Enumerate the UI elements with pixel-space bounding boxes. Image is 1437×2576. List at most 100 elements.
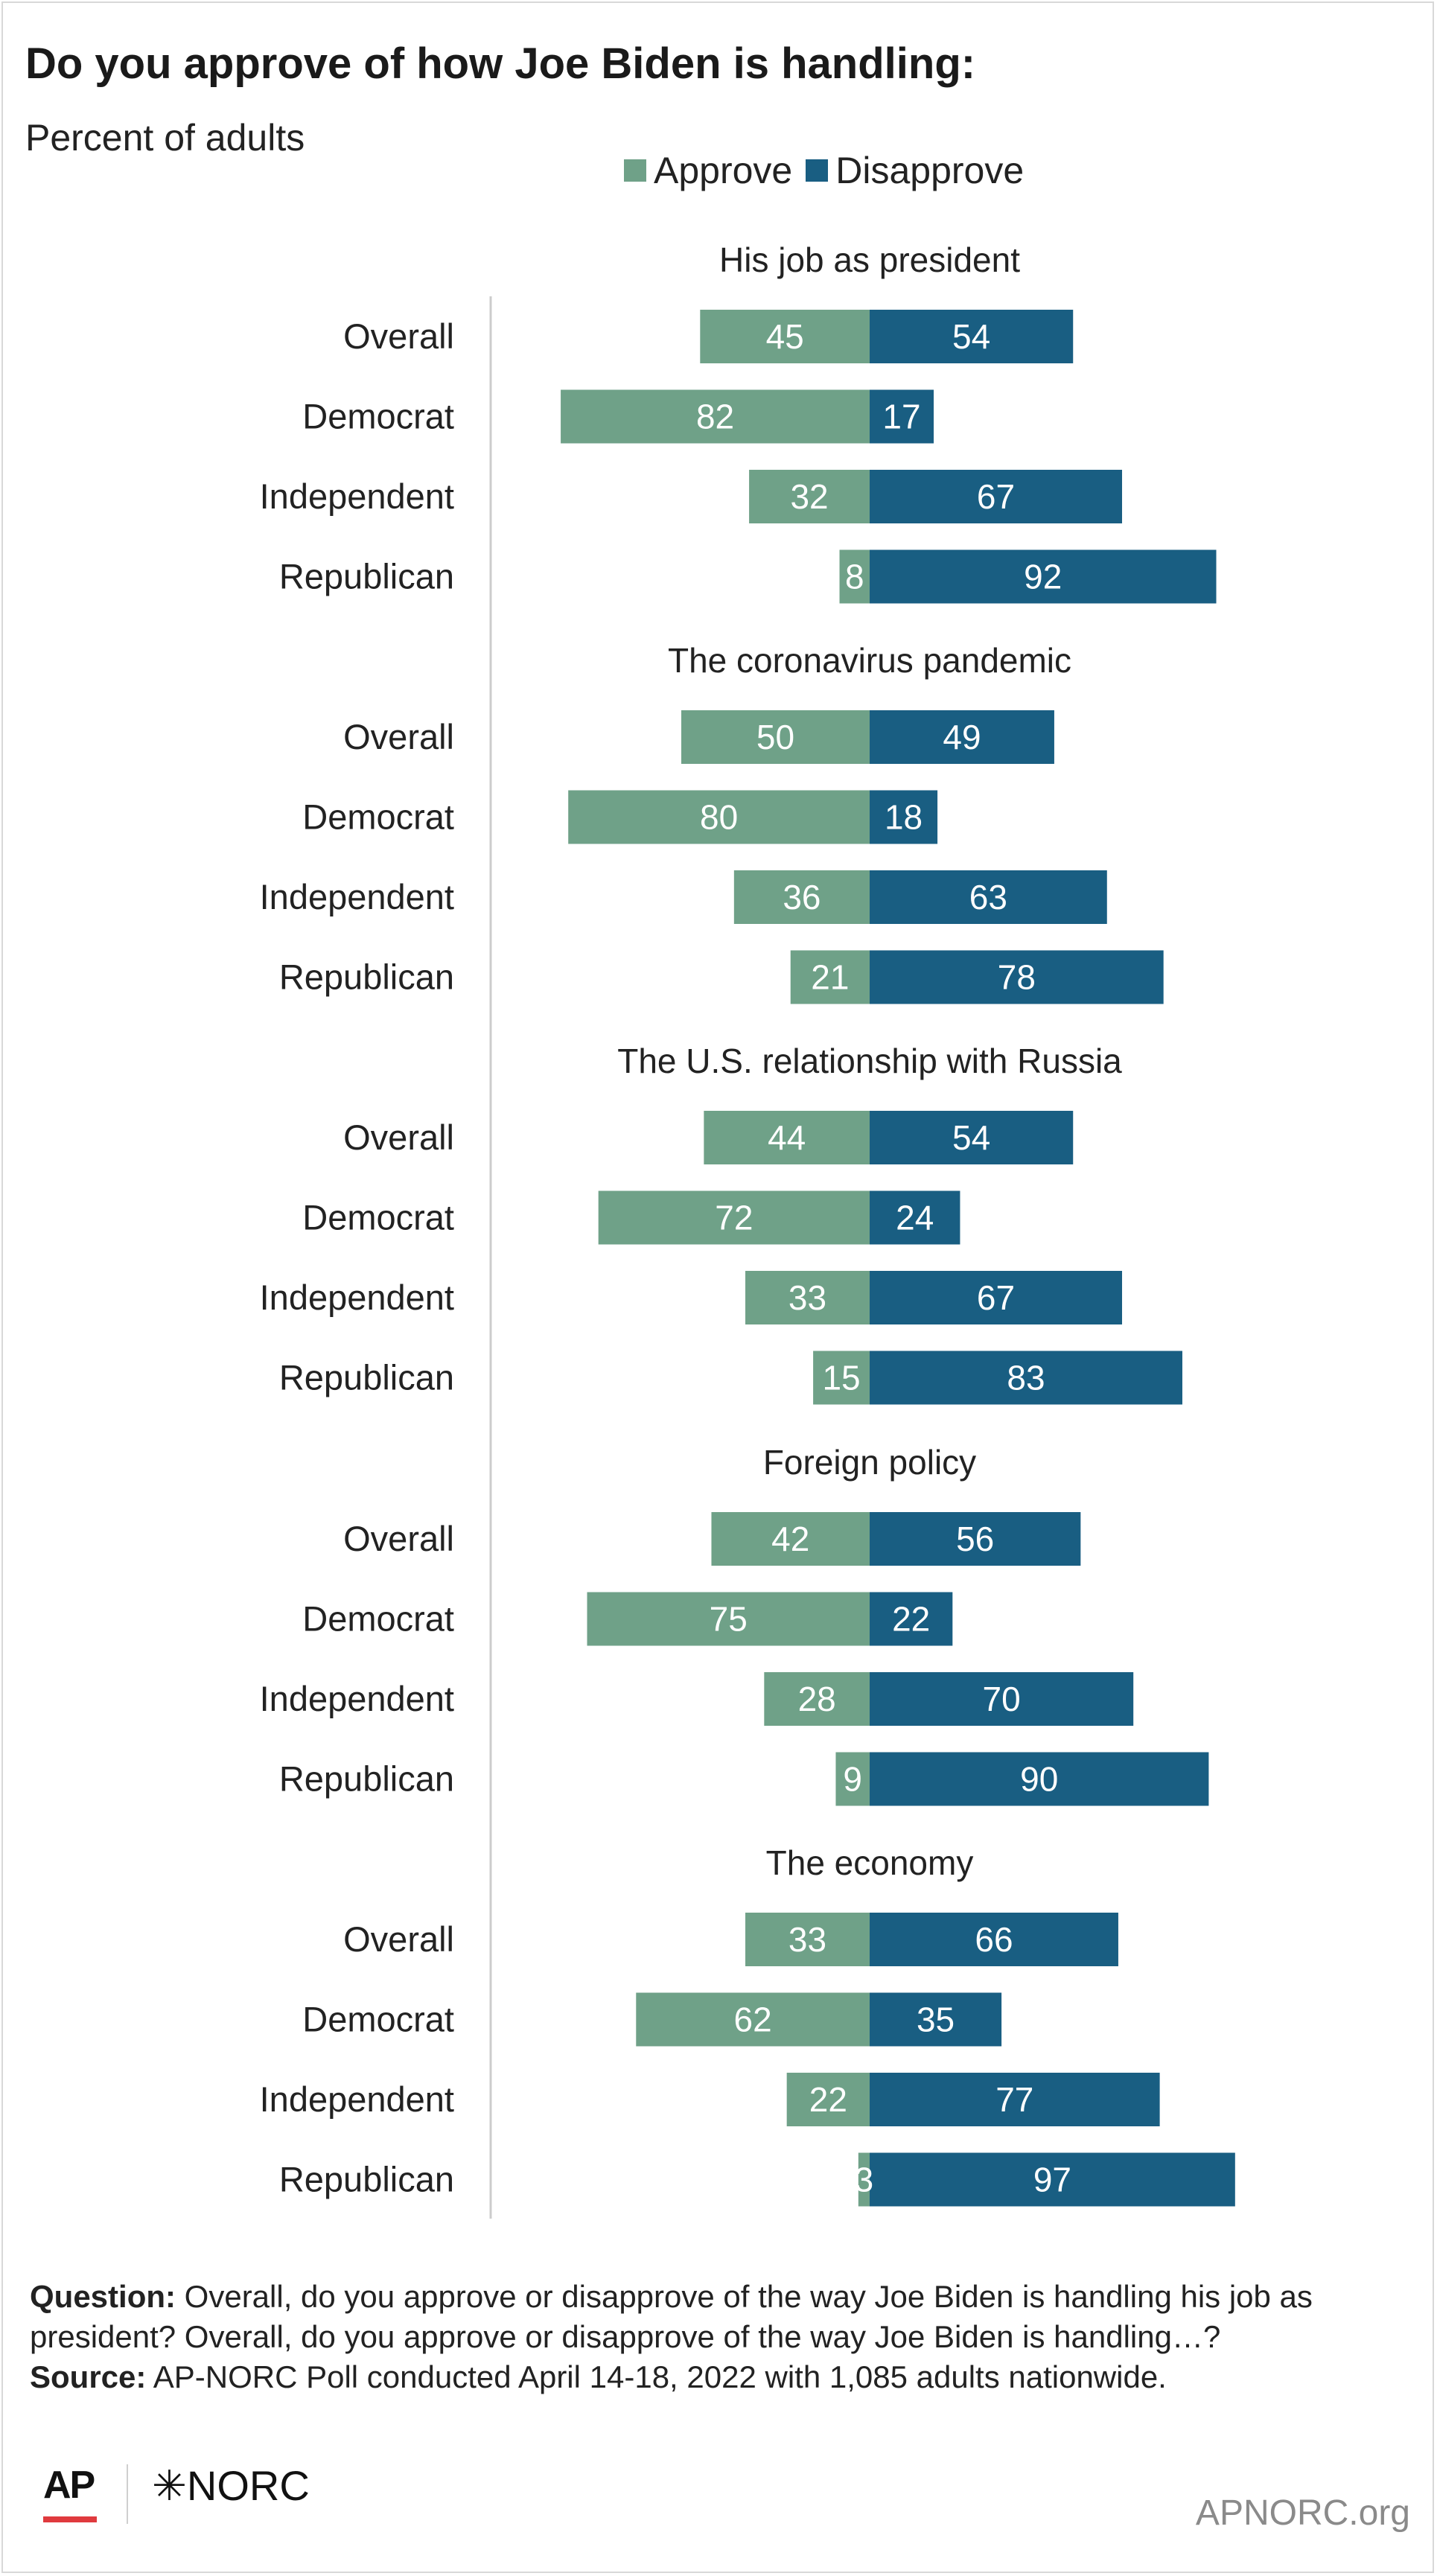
disapprove-bar xyxy=(870,1992,1002,2047)
disapprove-value-label: 70 xyxy=(983,1680,1021,1718)
approve-value-label: 80 xyxy=(700,798,738,837)
approve-bar xyxy=(813,1351,870,1405)
disapprove-bar xyxy=(870,1752,1209,1806)
approve-value-label: 75 xyxy=(710,1600,748,1639)
approve-value-label: 33 xyxy=(788,1920,826,1959)
site-url: APNORC.org xyxy=(1195,2493,1410,2533)
approve-value-label: 72 xyxy=(715,1199,753,1237)
disapprove-bar xyxy=(870,1672,1134,1726)
approve-value-label: 15 xyxy=(822,1359,860,1397)
approve-bar xyxy=(561,389,870,444)
legend-item-approve: Approve xyxy=(624,149,792,192)
approve-bar xyxy=(745,1913,870,1966)
category-label: Republican xyxy=(279,957,454,997)
disapprove-bar xyxy=(870,710,1054,764)
diverging-bar-chart: His job as president Overall 45 54 Democrat 8… xyxy=(260,240,1235,2219)
category-label: Democrat xyxy=(302,797,454,837)
approve-bar xyxy=(704,1111,870,1164)
source-label: Source: xyxy=(30,2359,147,2394)
disapprove-value-label: 17 xyxy=(882,398,920,436)
ap-logo-underline xyxy=(43,2516,97,2522)
disapprove-value-label: 18 xyxy=(885,798,923,837)
disapprove-bar xyxy=(870,389,934,444)
approve-bar xyxy=(764,1672,870,1726)
approve-bar xyxy=(835,1752,870,1806)
approve-value-label: 62 xyxy=(734,2000,772,2039)
approve-bar xyxy=(568,790,870,844)
approve-value-label: 3 xyxy=(855,2161,874,2199)
approve-value-label: 45 xyxy=(766,317,804,356)
approve-bar xyxy=(786,2073,870,2126)
approve-value-label: 44 xyxy=(768,1118,806,1157)
disapprove-value-label: 67 xyxy=(977,1278,1015,1317)
approve-value-label: 36 xyxy=(783,878,821,916)
disapprove-bar xyxy=(870,1111,1074,1164)
disapprove-bar xyxy=(870,1351,1182,1405)
approve-value-label: 28 xyxy=(798,1680,836,1718)
logo-divider xyxy=(127,2464,128,2524)
ap-logo: AP xyxy=(43,2464,95,2507)
category-label: Republican xyxy=(279,557,454,596)
approve-value-label: 22 xyxy=(809,2080,847,2119)
disapprove-value-label: 35 xyxy=(917,2000,955,2039)
category-label: Overall xyxy=(343,717,454,756)
category-label: Republican xyxy=(279,1358,454,1397)
approve-bar xyxy=(700,310,870,363)
approve-value-label: 82 xyxy=(696,398,734,436)
category-label: Independent xyxy=(260,877,454,916)
disapprove-bar xyxy=(870,1913,1118,1966)
category-label: Overall xyxy=(343,1519,454,1558)
approve-bar xyxy=(636,1992,870,2047)
group-title: His job as president xyxy=(719,240,1020,279)
source-note: Source: AP-NORC Poll conducted April 14-… xyxy=(30,2357,1385,2397)
approve-bar xyxy=(587,1592,870,1646)
legend-label-approve: Approve xyxy=(654,150,793,191)
approve-bar xyxy=(598,1190,870,1245)
approve-value-label: 8 xyxy=(845,558,864,596)
disapprove-bar xyxy=(870,2152,1235,2207)
legend-label-disapprove: Disapprove xyxy=(835,150,1025,191)
chart-title: Do you approve of how Joe Biden is handl… xyxy=(25,39,976,88)
disapprove-bar xyxy=(870,870,1107,924)
category-label: Democrat xyxy=(302,397,454,436)
disapprove-bar xyxy=(870,790,938,844)
approve-bar xyxy=(745,1271,870,1324)
disapprove-value-label: 49 xyxy=(943,718,981,756)
disapprove-value-label: 77 xyxy=(995,2080,1033,2119)
disapprove-bar xyxy=(870,1512,1081,1566)
disapprove-value-label: 24 xyxy=(896,1199,934,1237)
group-title: The economy xyxy=(766,1843,974,1882)
approve-value-label: 50 xyxy=(756,718,794,756)
disapprove-value-label: 54 xyxy=(952,1118,990,1157)
group-title: The U.S. relationship with Russia xyxy=(617,1042,1122,1080)
category-label: Independent xyxy=(260,1679,454,1718)
approve-bar xyxy=(858,2152,870,2207)
disapprove-value-label: 66 xyxy=(975,1920,1013,1959)
disapprove-bar xyxy=(870,1592,953,1646)
disapprove-bar xyxy=(870,2073,1160,2126)
approve-value-label: 9 xyxy=(843,1760,862,1799)
legend-item-disapprove: Disapprove xyxy=(806,149,1024,192)
category-label: Democrat xyxy=(302,1599,454,1639)
disapprove-bar xyxy=(870,310,1074,363)
category-label: Overall xyxy=(343,316,454,356)
disapprove-bar xyxy=(870,950,1164,1004)
category-label: Democrat xyxy=(302,1198,454,1237)
category-label: Independent xyxy=(260,1278,454,1317)
legend-swatch-approve xyxy=(624,159,646,182)
approve-bar xyxy=(790,950,870,1004)
disapprove-value-label: 54 xyxy=(952,317,990,356)
category-label: Republican xyxy=(279,1759,454,1799)
disapprove-bar xyxy=(870,470,1123,523)
legend-swatch-disapprove xyxy=(806,159,829,182)
group-title: The coronavirus pandemic xyxy=(668,641,1071,680)
disapprove-bar xyxy=(870,1271,1123,1324)
question-label: Question: xyxy=(30,2279,176,2314)
norc-logo: ✳NORC xyxy=(152,2462,310,2509)
disapprove-value-label: 97 xyxy=(1033,2161,1071,2199)
category-label: Republican xyxy=(279,2160,454,2199)
disapprove-value-label: 78 xyxy=(998,958,1036,997)
source-text: AP-NORC Poll conducted April 14-18, 2022… xyxy=(146,2359,1167,2394)
approve-bar xyxy=(681,710,870,764)
question-text: Overall, do you approve or disapprove of… xyxy=(30,2279,1313,2354)
